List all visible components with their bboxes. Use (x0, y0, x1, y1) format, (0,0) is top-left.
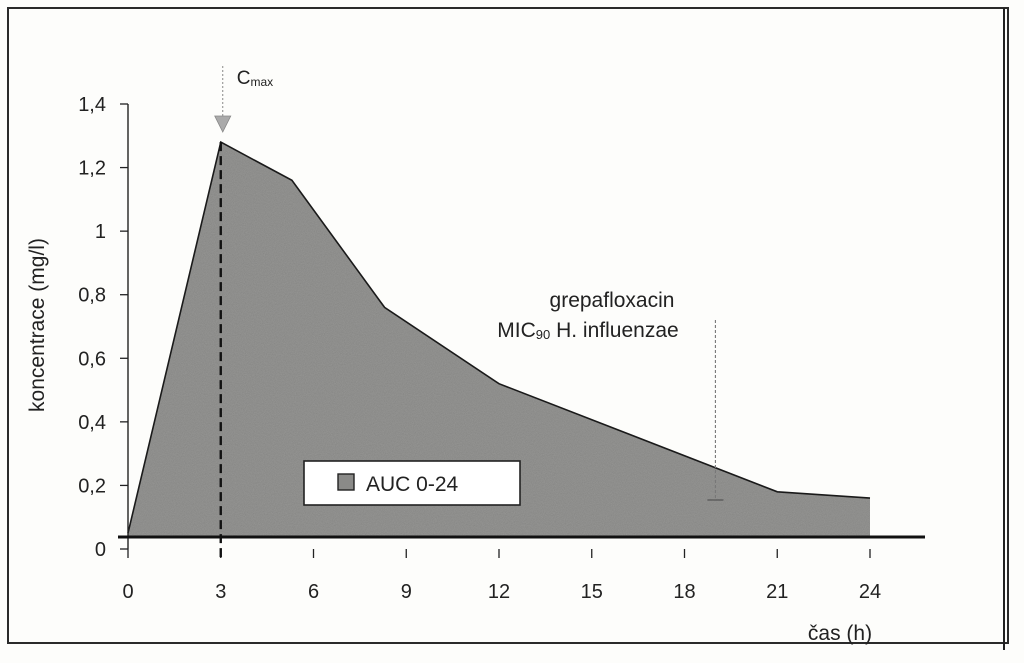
x-ticks: 0 3 6 9 12 15 18 21 24 (122, 549, 881, 603)
y-tick-label: 1,4 (78, 94, 106, 116)
y-tick-label: 1,2 (78, 158, 106, 180)
y-tick-label: 0,2 (78, 475, 106, 497)
mic-label-rest: H. influenzae (550, 319, 678, 342)
y-tick-label: 0,8 (78, 285, 106, 307)
cmax-sub: max (250, 75, 273, 89)
x-tick-label: 12 (488, 581, 510, 603)
x-tick-label: 3 (215, 581, 226, 603)
mic-label-line1: grepafloxacin (550, 289, 675, 312)
y-ticks: 0 0,2 0,4 0,6 0,8 1 1,2 1,4 (78, 94, 128, 561)
mic-label-line2: MIC90 H. influenzae (497, 319, 678, 342)
auc-area (128, 142, 870, 537)
y-tick-label: 0,4 (78, 412, 106, 434)
legend-swatch (337, 473, 355, 491)
x-tick-label: 15 (581, 581, 603, 603)
x-tick-label: 24 (859, 581, 881, 603)
x-tick-label: 9 (401, 581, 412, 603)
legend-label: AUC 0-24 (366, 473, 459, 496)
x-tick-label: 0 (122, 581, 133, 603)
concentration-curve (127, 140, 871, 534)
mic-label-main: MIC (497, 319, 536, 342)
cmax-label: Cmax (237, 68, 273, 89)
legend: AUC 0-24 (303, 460, 521, 506)
cmax-arrow-head (214, 115, 232, 133)
y-tick-label: 1 (95, 221, 106, 243)
y-axis-title: koncentrace (mg/l) (26, 238, 49, 412)
mic-label-sub: 90 (536, 327, 550, 342)
x-tick-label: 6 (308, 581, 319, 603)
x-axis-title: čas (h) (808, 622, 872, 645)
outer-frame (7, 7, 1009, 644)
x-tick-label: 21 (766, 581, 788, 603)
y-tick-label: 0,6 (78, 348, 106, 370)
cmax-main: C (237, 68, 251, 89)
x-tick-label: 18 (673, 581, 695, 603)
y-tick-label: 0 (95, 539, 106, 561)
